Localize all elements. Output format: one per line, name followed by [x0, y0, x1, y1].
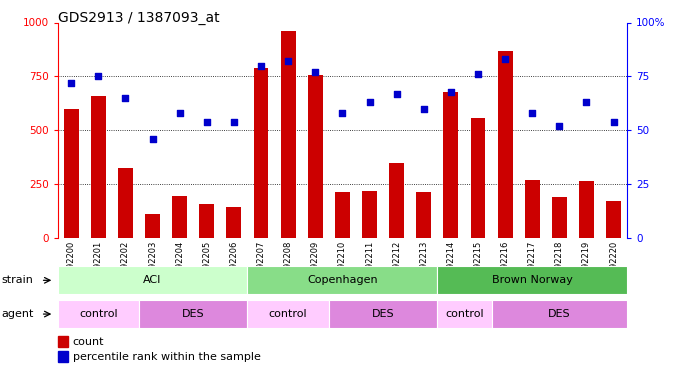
Bar	[139, 300, 247, 328]
Bar	[335, 192, 350, 238]
Bar	[389, 163, 404, 238]
Point	[201, 118, 212, 124]
Text: control: control	[445, 309, 483, 319]
Bar	[329, 300, 437, 328]
Bar	[58, 266, 247, 294]
Text: control: control	[269, 309, 307, 319]
Point	[174, 110, 185, 116]
Bar	[552, 197, 567, 238]
Text: percentile rank within the sample: percentile rank within the sample	[73, 351, 260, 361]
Bar	[118, 168, 133, 238]
Bar	[247, 266, 437, 294]
Bar	[145, 214, 160, 238]
Point	[527, 110, 538, 116]
Point	[473, 71, 483, 77]
Bar	[308, 75, 323, 238]
Text: count: count	[73, 336, 104, 346]
Point	[445, 88, 456, 94]
Point	[500, 56, 511, 62]
Text: DES: DES	[182, 309, 205, 319]
Point	[256, 63, 266, 69]
Bar	[498, 51, 513, 238]
Point	[364, 99, 375, 105]
Bar	[58, 351, 68, 362]
Bar	[437, 300, 492, 328]
Point	[228, 118, 239, 124]
Bar	[437, 266, 627, 294]
Point	[608, 118, 619, 124]
Bar	[443, 92, 458, 238]
Text: control: control	[79, 309, 117, 319]
Point	[310, 69, 321, 75]
Point	[581, 99, 592, 105]
Bar	[199, 204, 214, 238]
Bar	[281, 31, 296, 238]
Text: DES: DES	[548, 309, 571, 319]
Bar	[362, 190, 377, 238]
Point	[120, 95, 131, 101]
Point	[418, 106, 429, 112]
Point	[147, 136, 158, 142]
Text: strain: strain	[1, 275, 33, 285]
Text: agent: agent	[1, 309, 34, 319]
Point	[66, 80, 77, 86]
Bar	[64, 109, 79, 238]
Text: DES: DES	[372, 309, 395, 319]
Bar	[58, 300, 139, 328]
Bar	[91, 96, 106, 238]
Bar	[416, 192, 431, 238]
Bar	[471, 118, 485, 238]
Text: Copenhagen: Copenhagen	[307, 275, 378, 285]
Bar	[254, 68, 268, 238]
Bar	[247, 300, 329, 328]
Point	[283, 58, 294, 64]
Bar	[579, 181, 594, 238]
Text: GDS2913 / 1387093_at: GDS2913 / 1387093_at	[58, 11, 219, 25]
Point	[391, 91, 402, 97]
Text: ACI: ACI	[143, 275, 162, 285]
Point	[93, 74, 104, 80]
Bar	[172, 196, 187, 238]
Text: Brown Norway: Brown Norway	[492, 275, 573, 285]
Point	[554, 123, 565, 129]
Bar	[226, 207, 241, 238]
Bar	[58, 336, 68, 347]
Bar	[606, 201, 621, 238]
Bar	[525, 180, 540, 238]
Point	[337, 110, 348, 116]
Bar	[492, 300, 627, 328]
